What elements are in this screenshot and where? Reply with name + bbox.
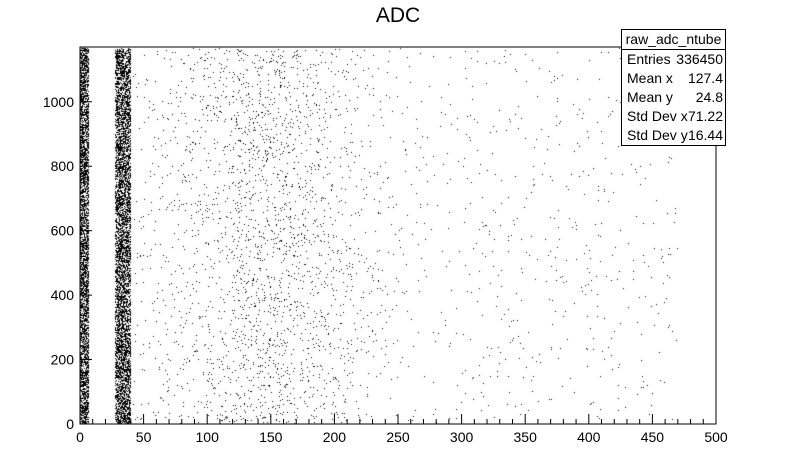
y-tick-label: 200 — [51, 352, 75, 368]
stats-box-title: raw_adc_ntube — [622, 30, 725, 50]
stats-label: Mean x — [627, 70, 673, 86]
y-tick-label: 400 — [51, 287, 75, 303]
y-axis-ticks: 0 200 400 600 800 1000 — [43, 49, 92, 432]
stats-box: raw_adc_ntube Entries 336450 Mean x 127.… — [621, 29, 726, 146]
x-tick-label: 50 — [136, 429, 152, 445]
x-tick-label: 200 — [323, 429, 347, 445]
stats-row-mean-x: Mean x 127.4 — [622, 69, 725, 88]
y-tick-label: 600 — [51, 223, 75, 239]
y-tick-label: 1000 — [43, 94, 74, 110]
x-tick-label: 450 — [641, 429, 665, 445]
stats-row-stddev-y: Std Dev y 16.44 — [622, 126, 725, 145]
chart-title: ADC — [375, 4, 421, 27]
y-tick-label: 800 — [51, 158, 75, 174]
stats-value: 24.8 — [695, 89, 723, 105]
x-tick-label: 0 — [76, 429, 84, 445]
stats-label: Mean y — [627, 89, 673, 105]
stats-label: Std Dev y — [627, 127, 688, 143]
x-tick-label: 500 — [704, 429, 728, 445]
stats-value: 127.4 — [687, 70, 723, 86]
stats-label: Std Dev x — [627, 108, 688, 124]
x-tick-label: 400 — [577, 429, 601, 445]
stats-value: 16.44 — [687, 127, 723, 143]
stats-label: Entries — [627, 51, 671, 67]
stats-row-entries: Entries 336450 — [622, 50, 725, 69]
y-tick-label: 0 — [66, 416, 74, 432]
x-tick-label: 150 — [259, 429, 283, 445]
stats-row-mean-y: Mean y 24.8 — [622, 88, 725, 107]
x-tick-label: 300 — [450, 429, 474, 445]
x-axis-ticks: 0 50 100 150 200 250 300 350 400 450 500 — [76, 414, 728, 445]
x-tick-label: 250 — [386, 429, 410, 445]
x-tick-label: 100 — [196, 429, 220, 445]
stats-row-stddev-x: Std Dev x 71.22 — [622, 107, 725, 126]
x-tick-label: 350 — [514, 429, 538, 445]
stats-value: 71.22 — [687, 108, 723, 124]
stats-value: 336450 — [676, 51, 723, 67]
